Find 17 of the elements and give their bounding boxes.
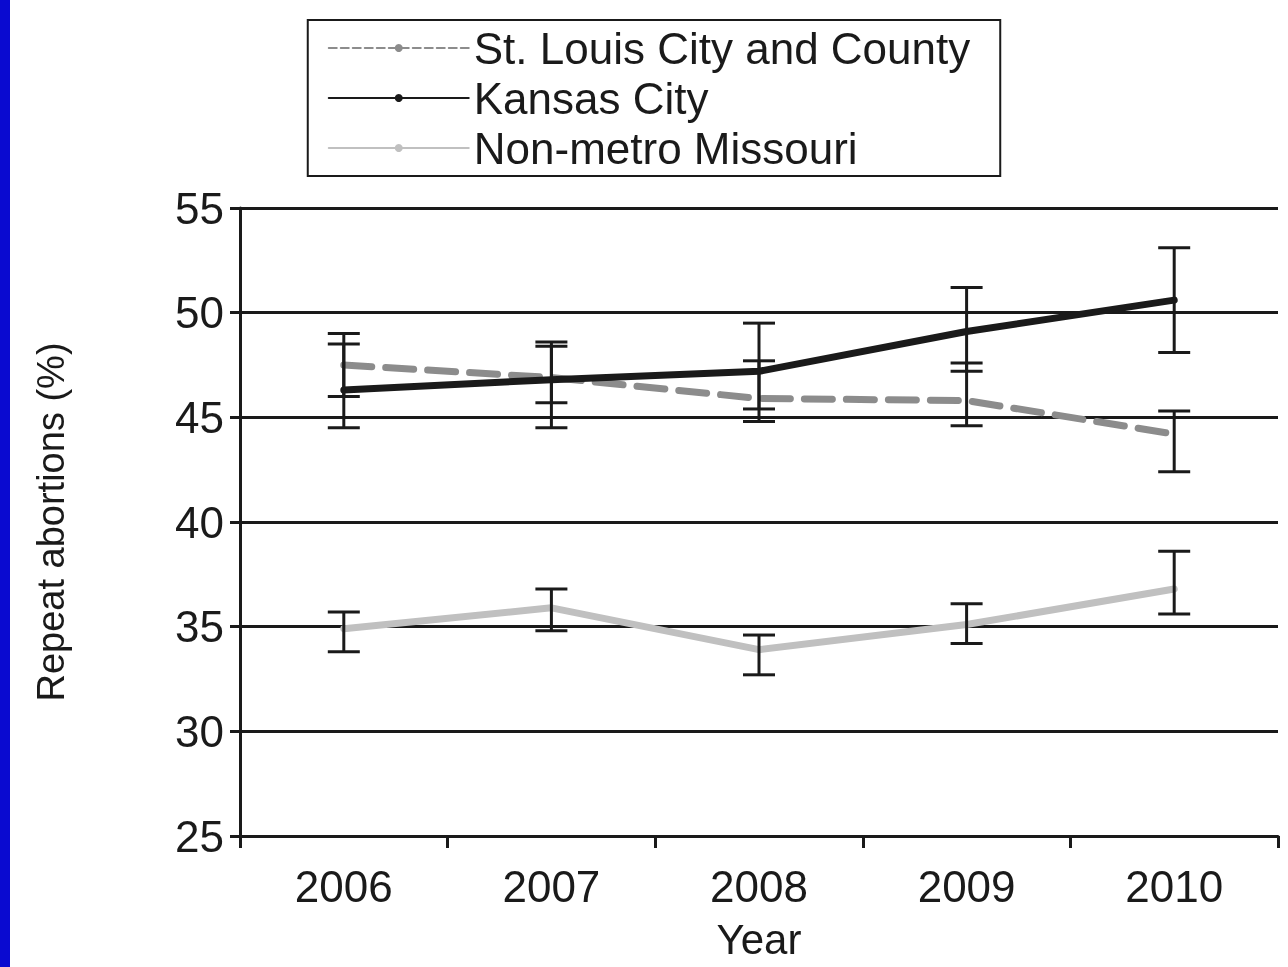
x-axis-title: Year <box>716 915 802 963</box>
y-axis-title: Repeat abortions (%) <box>30 342 72 702</box>
y-tick-label: 35 <box>175 602 224 652</box>
y-tick-label: 30 <box>175 706 224 756</box>
x-tick-label: 2006 <box>294 861 393 911</box>
y-tick-label: 40 <box>175 497 224 547</box>
legend-label: St. Louis City and County <box>473 23 971 73</box>
y-tick-label: 55 <box>175 183 224 233</box>
x-tick-label: 2010 <box>1125 861 1224 911</box>
legend-label: Non-metro Missouri <box>473 123 858 173</box>
x-tick-label: 2007 <box>502 861 601 911</box>
x-tick-label: 2009 <box>917 861 1016 911</box>
y-tick-label: 45 <box>175 392 224 442</box>
legend-label: Kansas City <box>473 73 709 123</box>
y-tick-label: 25 <box>175 811 224 861</box>
y-tick-label: 50 <box>175 288 224 338</box>
x-tick-label: 2008 <box>710 861 808 911</box>
